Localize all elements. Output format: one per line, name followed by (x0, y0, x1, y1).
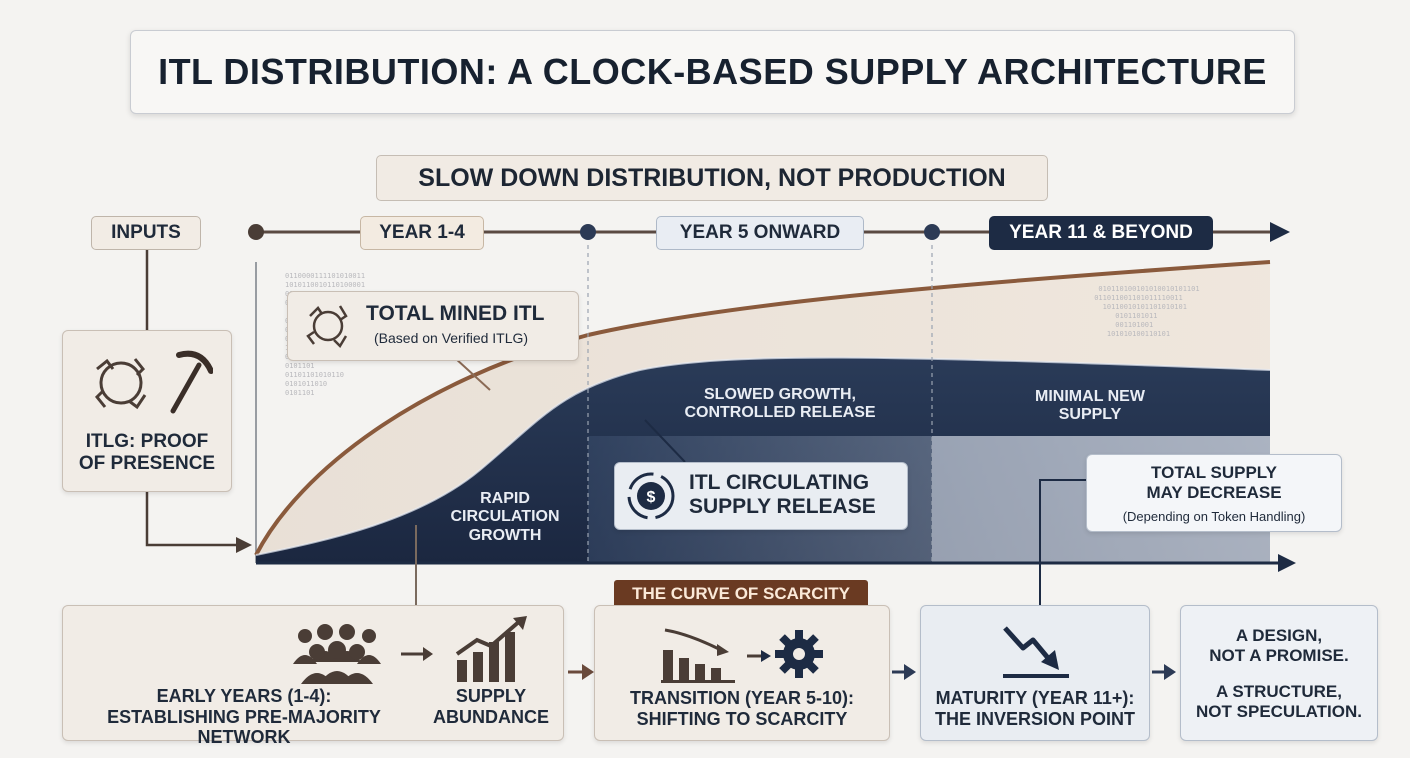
structure-line1: A STRUCTURE, (1216, 682, 1342, 701)
design-line1: A DESIGN, (1235, 626, 1323, 645)
svg-text:$: $ (647, 489, 656, 506)
mined-pointer (454, 357, 491, 391)
early-line1: EARLY YEARS (1-4): (156, 686, 332, 706)
circulating-supply-box: $ ITL CIRCULATING SUPPLY RELEASE (614, 462, 908, 530)
decline-gear-icon (661, 628, 823, 683)
stage-early-years: EARLY YEARS (1-4): ESTABLISHING PRE-MAJO… (62, 605, 564, 747)
transition-line1: TRANSITION (YEAR 5-10): (629, 688, 854, 708)
binary-texture-right: 010110100101010010101101 011011001101011… (1094, 285, 1200, 338)
minimal-supply-label: MINIMAL NEW SUPPLY (1035, 388, 1145, 424)
design-line2: NOT A PROMISE. (1209, 645, 1349, 665)
decrease-connector (1039, 479, 1088, 605)
title-box: ITL DISTRIBUTION: A CLOCK-BASED SUPPLY A… (130, 30, 1295, 114)
circ-pointer (644, 419, 686, 463)
hands-pickaxe-icon (94, 350, 213, 414)
phase-year-5-onward: YEAR 5 ONWARD (656, 216, 864, 250)
curve-of-scarcity-tag: THE CURVE OF SCARCITY (614, 580, 868, 608)
arrow-right-icon (401, 647, 433, 661)
phase-year-1-4: YEAR 1-4 (360, 216, 484, 250)
structure-line2: NOT SPECULATION. (1196, 701, 1362, 721)
total-mined-sub: (Based on Verified ITLG) (374, 330, 529, 346)
timeline-dot-1 (248, 224, 264, 240)
inputs-label: INPUTS (91, 216, 201, 250)
timeline-dot-2 (580, 224, 596, 240)
supply-line1: SUPPLY (455, 686, 527, 706)
decrease-box: TOTAL SUPPLY MAY DECREASE (Depending on … (1086, 454, 1342, 532)
subtitle: SLOW DOWN DISTRIBUTION, NOT PRODUCTION (418, 163, 1006, 192)
circulating-curve (255, 356, 1271, 556)
maturity-line2: THE INVERSION POINT (934, 708, 1136, 729)
stage-maturity: MATURITY (YEAR 11+): THE INVERSION POINT (920, 605, 1150, 741)
total-mined-box: TOTAL MINED ITL (Based on Verified ITLG) (287, 291, 579, 361)
inputs-card: ITLG: PROOF OF PRESENCE (62, 330, 232, 492)
transition-line2: SHIFTING TO SCARCITY (636, 708, 848, 729)
subtitle-box: SLOW DOWN DISTRIBUTION, NOT PRODUCTION (376, 155, 1048, 201)
stage-transition: TRANSITION (YEAR 5-10): SHIFTING TO SCAR… (594, 605, 890, 741)
decrease-sub: (Depending on Token Handling) (1122, 509, 1306, 524)
circulating-line2: SUPPLY RELEASE (689, 495, 876, 519)
stage-design-statement: A DESIGN, NOT A PROMISE. A STRUCTURE, NO… (1180, 605, 1378, 741)
supply-line2: ABUNDANCE (433, 706, 549, 727)
total-mined-title: TOTAL MINED ITL (366, 302, 545, 325)
early-line2: ESTABLISHING PRE-MAJORITY NETWORK (107, 706, 381, 748)
timeline-dot-3 (924, 224, 940, 240)
inputs-card-line2: OF PRESENCE (78, 452, 216, 474)
inputs-card-line1: ITLG: PROOF (85, 431, 209, 452)
growth-chart-icon (455, 616, 527, 682)
down-trend-icon (1003, 626, 1069, 678)
rapid-growth-label: RAPID CIRCULATION GROWTH (450, 490, 560, 544)
decrease-line1: TOTAL SUPPLY (1151, 463, 1277, 482)
inputs-arrowhead (236, 537, 252, 553)
total-mined-curve (254, 260, 1271, 556)
slowed-growth-label: SLOWED GROWTH, CONTROLLED RELEASE (684, 386, 876, 422)
x-axis-arrowhead (1278, 554, 1296, 572)
circulating-line1: ITL CIRCULATING (689, 471, 870, 494)
maturity-line1: MATURITY (YEAR 11+): (935, 688, 1135, 708)
timeline-arrowhead (1270, 222, 1290, 242)
decrease-line2: MAY DECREASE (1146, 482, 1282, 502)
phase-year-11-beyond: YEAR 11 & BEYOND (989, 216, 1213, 250)
coin-cycle-icon: $ (627, 472, 675, 520)
hands-circle-icon (306, 305, 348, 349)
people-group-icon (293, 624, 381, 684)
inputs-connector-bottom (145, 490, 240, 547)
page-title: ITL DISTRIBUTION: A CLOCK-BASED SUPPLY A… (158, 51, 1267, 92)
